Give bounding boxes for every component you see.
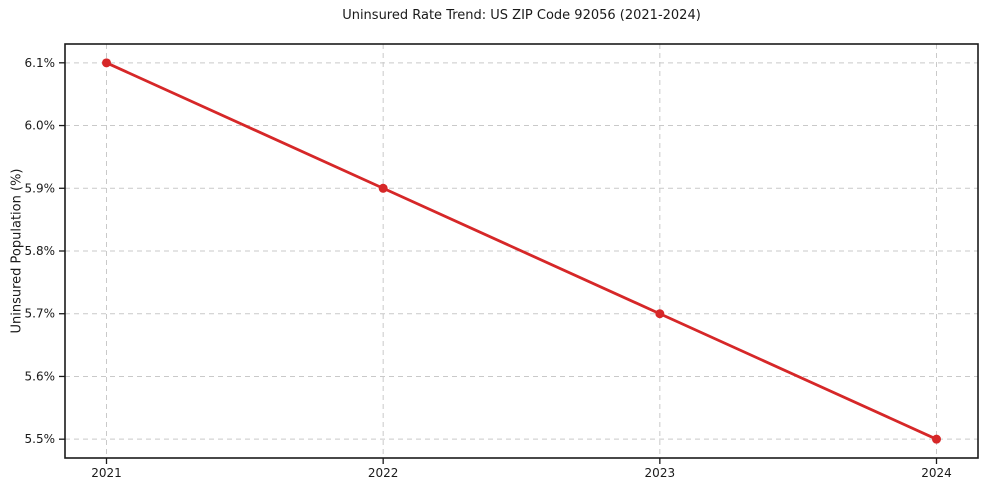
chart-title: Uninsured Rate Trend: US ZIP Code 92056 … bbox=[342, 8, 701, 23]
plot-frame bbox=[64, 43, 979, 459]
x-tick-label: 2024 bbox=[921, 466, 952, 480]
y-tick-label: 5.9% bbox=[25, 181, 56, 195]
x-tick-label: 2021 bbox=[91, 466, 122, 480]
y-tick-label: 5.8% bbox=[25, 244, 56, 258]
y-tick-label: 5.6% bbox=[25, 369, 56, 383]
y-tick-label: 6.0% bbox=[25, 119, 56, 133]
y-tick-label: 5.5% bbox=[25, 432, 56, 446]
data-point bbox=[102, 58, 111, 68]
trend-line bbox=[105, 61, 938, 441]
data-point bbox=[932, 434, 941, 444]
y-tick-label: 6.1% bbox=[25, 56, 56, 70]
data-point bbox=[655, 309, 665, 319]
x-tick-label: 2023 bbox=[645, 466, 676, 480]
y-tick-label: 5.7% bbox=[25, 307, 56, 321]
x-tick-label: 2022 bbox=[368, 466, 399, 480]
data-point bbox=[378, 183, 388, 193]
